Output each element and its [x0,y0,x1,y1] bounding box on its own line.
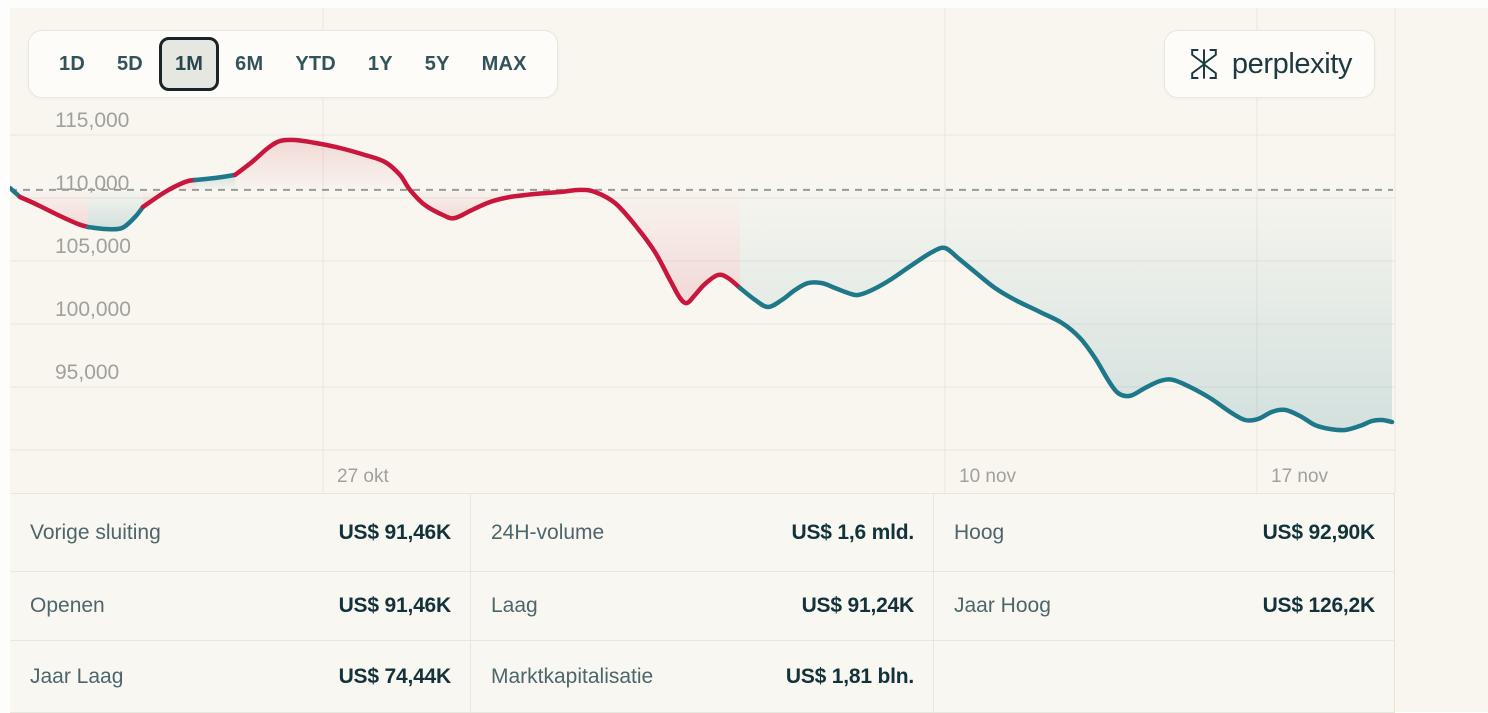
range-button-ytd[interactable]: YTD [279,37,352,91]
x-tick-label: 10 nov [959,466,1017,487]
stat-label: Marktkapitalisatie [491,664,654,688]
range-button-1y[interactable]: 1Y [352,37,409,91]
stat-cell: Marktkapitalisatie US$ 1,81 bln. [470,641,933,713]
area-fill [580,189,740,303]
stat-label: Laag [491,594,538,617]
area-fill [20,189,88,227]
y-tick-label: 105,000 [55,235,131,258]
price-chart[interactable]: 115,000 110,000 105,000 100,000 95,000 27 okt… [10,8,1488,493]
perplexity-badge[interactable]: perplexity [1163,30,1375,98]
stat-cell: Jaar Laag US$ 74,44K [10,641,470,713]
x-tick-label: 17 nov [1271,466,1329,487]
stat-value: US$ 91,46K [338,520,452,544]
stat-label: Hoog [954,520,1005,544]
stat-cell: Jaar Hoog US$ 126,2K [933,572,1395,641]
area-fill [410,189,580,218]
brand-name: perplexity [1231,47,1353,80]
price-line-segment [737,245,1395,433]
price-line-segment [192,172,238,183]
time-range-selector: 1D 5D 1M 6M YTD 1Y 5Y MAX [28,30,558,98]
stat-cell: Laag US$ 91,24K [470,572,933,641]
range-button-5y[interactable]: 5Y [409,37,466,91]
range-button-5d[interactable]: 5D [101,37,159,91]
stat-label: Openen [30,594,105,617]
finance-widget: 115,000 110,000 105,000 100,000 95,000 27 okt… [10,8,1488,713]
stats-table: Vorige sluiting US$ 91,46K 24H-volume US$ 1… [10,493,1395,713]
stat-value: US$ 74,44K [338,664,452,688]
y-tick-label: 110,000 [55,172,129,195]
area-fill [143,189,170,207]
y-tick-label: 100,000 [55,298,131,321]
area-fill [88,189,143,229]
price-line-segment [17,194,91,230]
stat-label: Vorige sluiting [30,520,161,544]
area-fill [235,140,410,190]
range-button-1d[interactable]: 1D [43,37,101,91]
y-tick-label: 115,000 [55,109,129,132]
range-button-1m[interactable]: 1M [158,37,220,91]
stat-cell: Openen US$ 91,46K [10,572,470,641]
stat-cell: Hoog US$ 92,90K [933,494,1395,572]
range-button-6m[interactable]: 6M [219,37,279,91]
perplexity-logo-icon [1191,49,1217,79]
price-line-segment [140,177,198,210]
stat-cell: 24H-volume US$ 1,6 mld. [470,494,933,572]
stat-value: US$ 1,81 bln. [785,664,914,688]
area-fill [740,189,1392,430]
stat-cell [933,641,1395,713]
stat-value: US$ 1,6 mld. [791,520,915,544]
price-line-segment [85,204,146,232]
stat-value: US$ 91,24K [801,594,915,617]
stat-value: US$ 91,46K [338,594,452,617]
stat-value: US$ 126,2K [1262,594,1376,617]
range-button-max[interactable]: MAX [466,37,543,91]
stat-cell: Vorige sluiting US$ 91,46K [10,494,470,572]
stat-value: US$ 92,90K [1262,520,1376,544]
stat-label: Jaar Hoog [954,594,1051,617]
y-tick-label: 95,000 [55,361,119,384]
stat-label: 24H-volume [491,520,605,544]
stat-label: Jaar Laag [30,664,124,688]
x-tick-label: 27 okt [337,466,389,487]
price-line-segment [232,137,743,306]
